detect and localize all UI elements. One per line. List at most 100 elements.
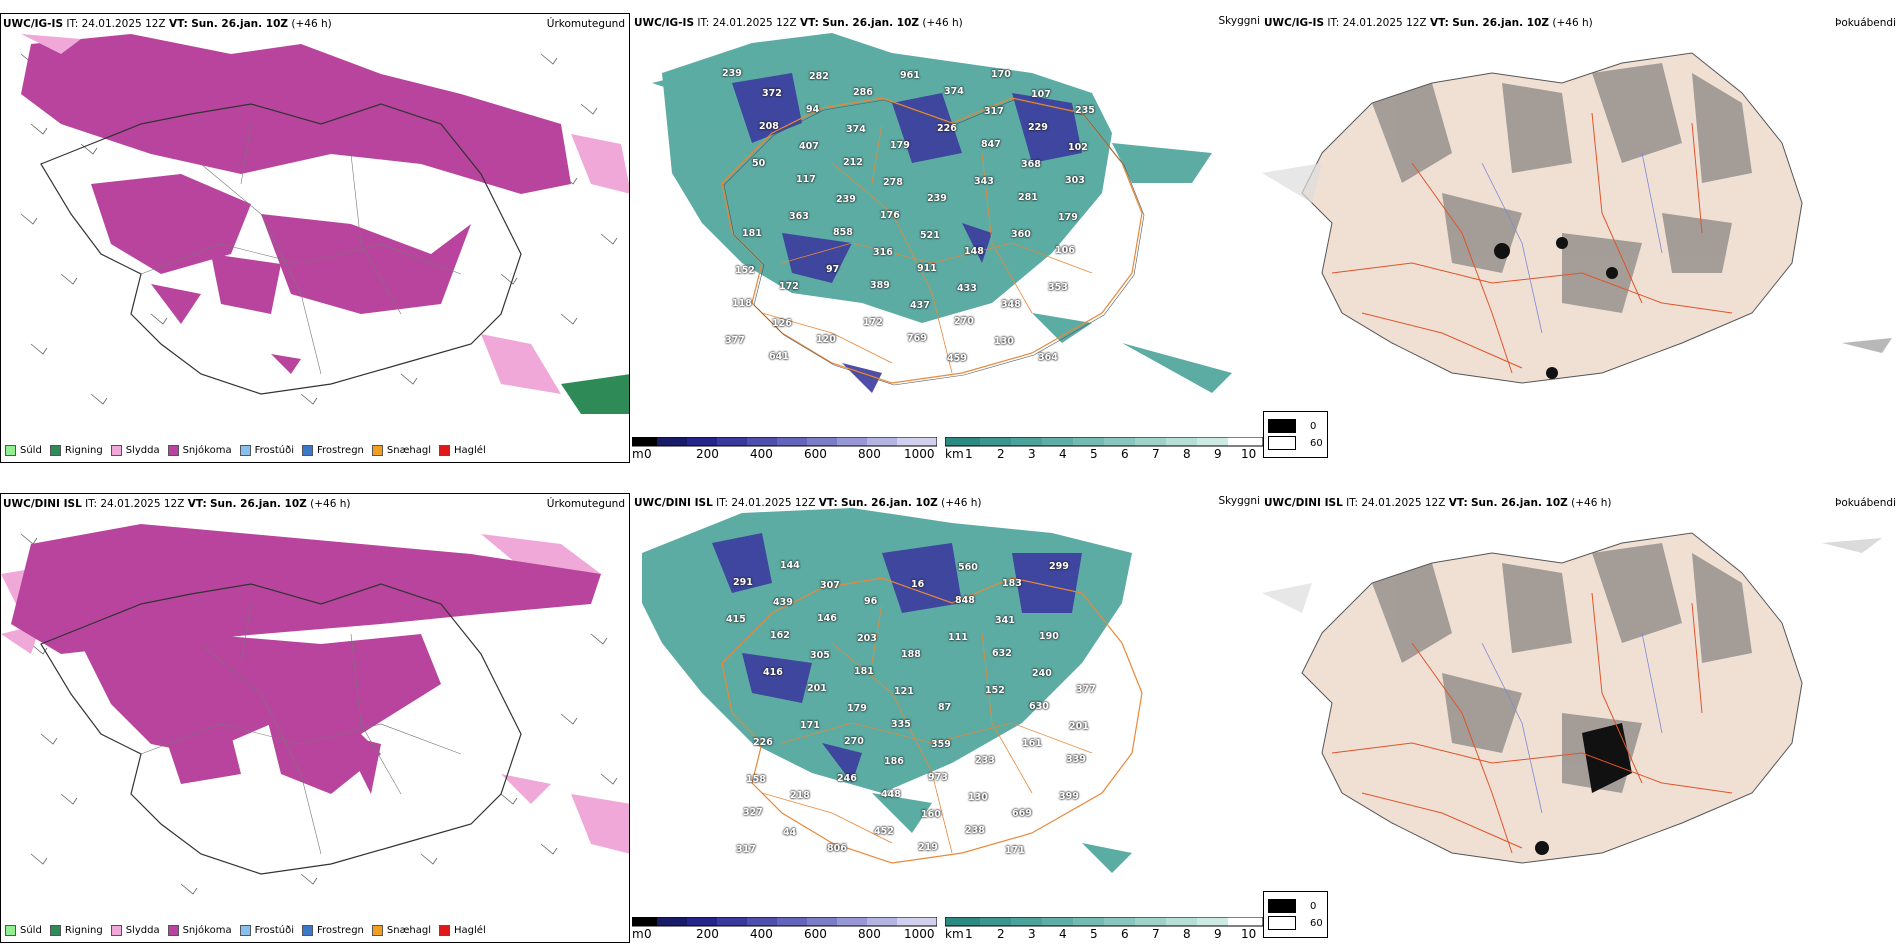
visibility-value-label: 188: [901, 649, 921, 660]
precip-legend-top: Súld Rigning Slydda Snjókoma Frostúði Fr…: [5, 445, 486, 456]
legend-swatch-sudd: [5, 925, 16, 936]
visibility-value-label: 961: [900, 70, 920, 81]
panel-title-visibility-top: Skyggni: [1218, 15, 1261, 27]
legend-item: Snæhagl: [371, 445, 431, 456]
height-unit: m: [632, 447, 644, 461]
visibility-value-label: 769: [907, 333, 927, 344]
legend-item: Frostregn: [302, 445, 364, 456]
visibility-value-label: 439: [773, 597, 793, 608]
visibility-value-label: 433: [957, 283, 977, 294]
visibility-value-label: 239: [722, 68, 742, 79]
visibility-value-label: 106: [1055, 245, 1075, 256]
visibility-value-label: 353: [1048, 282, 1068, 293]
visibility-value-label: 303: [1065, 175, 1085, 186]
visibility-value-label: 171: [1005, 845, 1025, 856]
legend-swatch-hail: [439, 925, 451, 936]
legend-swatch-snow-pellets: [371, 925, 383, 936]
legend-swatch-freezing-rain: [302, 445, 313, 456]
visibility-value-label: 348: [1001, 299, 1021, 310]
header-top-1: UWC/IG-IS IT: 24.01.2025 12Z VT: Sun. 26…: [3, 18, 332, 30]
visibility-value-label: 317: [984, 106, 1004, 117]
visibility-value-label: 560: [958, 562, 978, 573]
visibility-value-label: 239: [927, 193, 947, 204]
visibility-value-label: 341: [995, 615, 1015, 626]
visibility-value-label: 107: [1031, 89, 1051, 100]
panel-title-visibility-bottom: Skyggni: [1218, 495, 1261, 507]
visibility-value-label: 96: [864, 596, 878, 607]
visibility-value-label: 171: [800, 720, 820, 731]
visibility-value-label: 181: [742, 228, 762, 239]
km-colorbar: [945, 917, 1263, 927]
legend-swatch-freezing-rain: [302, 925, 313, 936]
visibility-value-label: 416: [763, 667, 783, 678]
visibility-value-label: 176: [880, 210, 900, 221]
legend-item: Súld: [5, 925, 42, 936]
fog-panel-bottom: UWC/DINI ISL IT: 24.01.2025 12Z VT: Sun.…: [1262, 493, 1900, 943]
height-scale-top: m 0 200 400 600 800 1000: [632, 437, 937, 463]
legend-item: Haglél: [439, 445, 486, 456]
visibility-value-label: 218: [790, 790, 810, 801]
visibility-value-label: 343: [974, 176, 994, 187]
visibility-value-label: 858: [833, 227, 853, 238]
visibility-value-label: 521: [920, 230, 940, 241]
visibility-value-label: 973: [928, 772, 948, 783]
legend-item: Súld: [5, 445, 42, 456]
visibility-value-label: 201: [1069, 721, 1089, 732]
legend-item: Frostúði: [239, 925, 294, 936]
visibility-value-label: 278: [883, 177, 903, 188]
visibility-value-label: 399: [1059, 791, 1079, 802]
visibility-value-label: 359: [931, 739, 951, 750]
legend-swatch-rain: [49, 445, 61, 456]
visibility-value-label: 239: [836, 194, 856, 205]
visibility-value-label: 246: [837, 773, 857, 784]
visibility-value-label: 87: [938, 702, 952, 713]
visibility-value-label: 641: [769, 351, 789, 362]
km-unit: km: [945, 447, 964, 461]
visibility-value-label: 121: [894, 686, 914, 697]
visibility-value-label: 364: [1038, 352, 1058, 363]
panel-title-precip-bottom: Úrkomutegund: [546, 498, 625, 510]
visibility-value-label: 183: [1002, 578, 1022, 589]
visibility-value-label: 630: [1029, 701, 1049, 712]
fog-swatch-white: [1268, 916, 1296, 930]
visibility-value-label: 130: [994, 336, 1014, 347]
visibility-value-label: 448: [881, 789, 901, 800]
legend-swatch-snow-pellets: [371, 445, 383, 456]
visibility-value-label: 327: [743, 807, 763, 818]
visibility-value-label: 158: [746, 774, 766, 785]
visibility-value-label: 201: [807, 683, 827, 694]
header-top-3: UWC/IG-IS IT: 24.01.2025 12Z VT: Sun. 26…: [1264, 17, 1593, 29]
visibility-value-label: 102: [1068, 142, 1088, 153]
visibility-value-label: 305: [810, 650, 830, 661]
visibility-value-label: 374: [944, 86, 964, 97]
visibility-value-label: 170: [991, 69, 1011, 80]
legend-item: Rigning: [49, 925, 103, 936]
km-scale-bottom: km 1 2 3 4 5 6 7 8 9 10: [945, 917, 1263, 943]
visibility-value-label: 339: [1066, 754, 1086, 765]
panel-title-fog-bottom: Þokuábendi: [1835, 497, 1896, 509]
visibility-value-label: 452: [874, 826, 894, 837]
panel-title-precip-top: Úrkomutegund: [546, 18, 625, 30]
fog-map-bottom: [1262, 532, 1882, 864]
visibility-value-label: 235: [1075, 105, 1095, 116]
legend-swatch-hail: [439, 445, 451, 456]
visibility-value-label: 160: [921, 809, 941, 820]
visibility-value-label: 307: [820, 580, 840, 591]
fog-legend-bottom: 0 60: [1263, 891, 1328, 938]
legend-item: Haglél: [439, 925, 486, 936]
visibility-value-label: 190: [1039, 631, 1059, 642]
visibility-value-label: 152: [985, 685, 1005, 696]
panel-title-fog-top: Þokuábendi: [1835, 17, 1896, 29]
legend-swatch-sudd: [5, 445, 16, 456]
visibility-value-label: 203: [857, 633, 877, 644]
legend-swatch-freezing-drizzle: [239, 925, 251, 936]
visibility-map-top: [652, 33, 1232, 393]
visibility-value-label: 226: [937, 123, 957, 134]
visibility-value-label: 111: [948, 632, 968, 643]
visibility-value-label: 233: [975, 755, 995, 766]
visibility-value-label: 186: [884, 756, 904, 767]
visibility-value-label: 415: [726, 614, 746, 625]
fog-swatch-white: [1268, 436, 1296, 450]
km-scale-top: km 1 2 3 4 5 6 7 8 9 10: [945, 437, 1263, 463]
legend-item: Slydda: [110, 445, 160, 456]
